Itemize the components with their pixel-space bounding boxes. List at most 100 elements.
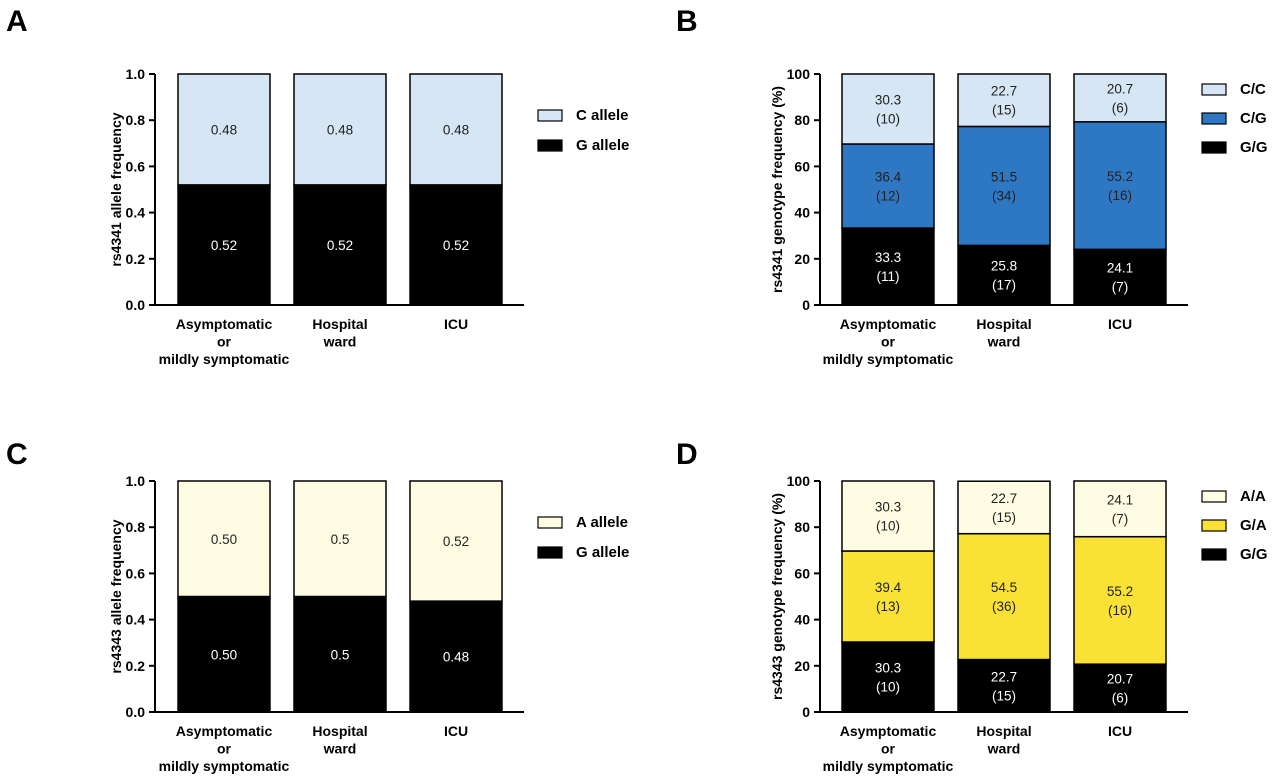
panel-d-bar-3-seg-2	[1073, 535, 1167, 665]
panel-b-data-label: 30.3	[875, 92, 901, 107]
panel-a-y-tick-label: 0.8	[126, 112, 146, 128]
panel-b-bar-3-seg-2	[1073, 121, 1167, 251]
panel-d-bar-1-seg-3	[841, 480, 935, 552]
panel-d-x-tick-label: or	[881, 741, 896, 757]
panel-b-data-label: 51.5	[991, 169, 1017, 184]
panel-a-data-label: 0.48	[211, 122, 237, 137]
panel-c-legend-swatch	[537, 546, 563, 559]
panel-c-data-label: 0.52	[443, 534, 469, 549]
panel-c-x-tick-label: Hospital	[312, 723, 367, 739]
panel-a-bar-3-seg-1	[409, 184, 503, 306]
panel-a: A 0.0 0.2 0.4 0.6 0.8 1.0 rs4341 allele frequen…	[6, 5, 629, 367]
panel-d-bar-2-seg-1	[957, 658, 1051, 713]
panel-c-data-label: 0.5	[331, 532, 350, 547]
panel-b-x-tick-label: ICU	[1108, 316, 1132, 332]
panel-d-x-tick-label: ICU	[1108, 723, 1132, 739]
panel-a-bar-2-seg-2	[293, 73, 387, 186]
panel-a-x-tick-label: mildly symptomatic	[159, 351, 290, 367]
panel-d-legend-label: G/G	[1240, 546, 1268, 563]
panel-d-data-label: (7)	[1112, 511, 1129, 526]
panel-c-data-label: 0.50	[211, 647, 237, 662]
panel-a-y-tick-label: 0.0	[126, 297, 146, 313]
panel-b-y-tick-label: 40	[794, 205, 810, 221]
panel-a-y-tick-label: 1.0	[126, 66, 146, 82]
panel-a-x-tick-label: Hospital	[312, 316, 367, 332]
panel-b-letter: B	[676, 5, 698, 38]
panel-b-bar-1-seg-1	[841, 227, 935, 306]
panel-d-legend-swatch	[1201, 519, 1227, 532]
panel-b-x-tick-label: mildly symptomatic	[823, 351, 954, 367]
panel-a-legend-label: G allele	[576, 137, 629, 154]
panel-c-bar-1-seg-2	[177, 480, 271, 598]
panel-c-data-label: 0.50	[211, 532, 237, 547]
panel-d-x-tick-label: ward	[987, 741, 1021, 757]
panel-c-legend-swatch	[537, 516, 563, 529]
panel-b-data-label: 55.2	[1107, 169, 1133, 184]
panel-c-y-tick-label: 1.0	[126, 473, 146, 489]
panel-d-data-label: 39.4	[875, 580, 902, 595]
panel-c-x-tick-label: mildly symptomatic	[159, 758, 290, 774]
panel-d-data-label: (16)	[1108, 603, 1132, 618]
panel-c-bar-3-seg-2	[409, 480, 503, 602]
panel-c-y-tick-label: 0.6	[126, 565, 146, 581]
panel-a-y-tick-label: 0.6	[126, 158, 146, 174]
panel-b-bar-3-seg-3	[1073, 73, 1167, 123]
panel-d-y-axis-title: rs4343 genotype frequency (%)	[769, 493, 785, 700]
panel-d-data-label: (6)	[1112, 691, 1129, 706]
panel-a-legend-swatch	[537, 139, 563, 152]
panel-a-letter: A	[6, 5, 28, 38]
panel-a-data-label: 0.48	[443, 122, 469, 137]
panel-d-data-label: 55.2	[1107, 584, 1133, 599]
panel-b-x-tick-label: ward	[987, 334, 1021, 350]
panel-d-y-tick-label: 0	[802, 704, 810, 720]
panel-d-bar-1-seg-2	[841, 550, 935, 643]
panel-c-data-label: 0.5	[331, 647, 350, 662]
panel-c-y-tick-label: 0.2	[126, 658, 146, 674]
panel-a-data-label: 0.48	[327, 122, 353, 137]
panel-c-data-label: 0.48	[443, 650, 469, 665]
panel-d-data-label: 20.7	[1107, 672, 1133, 687]
panel-d-bar-2-seg-2	[957, 532, 1051, 661]
panel-b-bar-1-seg-2	[841, 143, 935, 229]
panel-b-y-tick-label: 80	[794, 112, 810, 128]
panel-c-x-tick-label: ward	[323, 741, 357, 757]
panel-a-x-tick-label: ward	[323, 334, 357, 350]
panel-b-bar-1-seg-3	[841, 73, 935, 145]
panel-b-bar-2-seg-2	[957, 125, 1051, 247]
panel-b-bar-2-seg-3	[957, 73, 1051, 128]
panel-b-data-label: (12)	[876, 189, 900, 204]
panel-a-data-label: 0.52	[327, 238, 353, 253]
panel-a-bar-3-seg-2	[409, 73, 503, 186]
panel-d-data-label: (15)	[992, 510, 1016, 525]
panel-d-legend-label: A/A	[1240, 488, 1266, 505]
panel-b-legend-swatch	[1201, 112, 1227, 125]
panel-d-x-tick-label: Hospital	[976, 723, 1031, 739]
panel-c-x-tick-label: Asymptomatic	[176, 723, 273, 739]
panel-b-x-tick-label: Hospital	[976, 316, 1031, 332]
panel-a-x-tick-label: Asymptomatic	[176, 316, 273, 332]
panel-d-data-label: 30.3	[875, 499, 901, 514]
panel-b-y-tick-label: 100	[787, 66, 811, 82]
panel-b-y-axis-title: rs4341 genotype frequency (%)	[769, 86, 785, 293]
panel-b-x-tick-label: Asymptomatic	[840, 316, 937, 332]
panel-b-data-label: 24.1	[1107, 261, 1133, 276]
panel-d-data-label: 54.5	[991, 580, 1017, 595]
panel-b-data-label: 33.3	[875, 250, 901, 265]
panel-b-legend-label: C/C	[1240, 81, 1266, 98]
panel-b-data-label: (34)	[992, 188, 1016, 203]
panel-d-data-label: (15)	[992, 688, 1016, 703]
panel-c-letter: C	[6, 438, 28, 471]
panel-d-legend-label: G/A	[1240, 517, 1267, 534]
panel-c-y-tick-label: 0.8	[126, 519, 146, 535]
panel-b-data-label: (17)	[992, 278, 1016, 293]
panel-c-bar-1-seg-1	[177, 595, 271, 713]
panel-a-data-label: 0.52	[211, 238, 237, 253]
panel-c-y-tick-label: 0.0	[126, 704, 146, 720]
panel-b-y-tick-label: 60	[794, 158, 810, 174]
panel-c-legend-label: G allele	[576, 544, 629, 561]
panel-d-data-label: (36)	[992, 599, 1016, 614]
panel-c-bar-2-seg-1	[293, 595, 387, 713]
panel-d-letter: D	[676, 438, 698, 471]
